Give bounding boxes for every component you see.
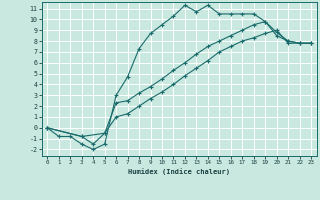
X-axis label: Humidex (Indice chaleur): Humidex (Indice chaleur): [128, 168, 230, 175]
